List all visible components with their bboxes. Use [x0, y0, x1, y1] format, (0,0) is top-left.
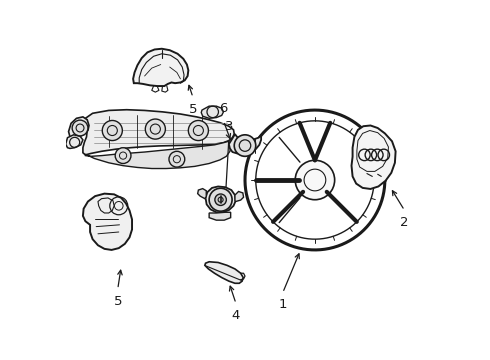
Polygon shape	[201, 106, 223, 118]
Text: 5: 5	[189, 103, 197, 116]
Text: 4: 4	[232, 309, 240, 322]
Text: 3: 3	[224, 120, 233, 134]
Text: 5: 5	[114, 295, 122, 308]
Polygon shape	[83, 194, 132, 250]
Polygon shape	[205, 262, 243, 283]
Polygon shape	[205, 186, 236, 212]
Text: 6: 6	[220, 103, 228, 116]
Text: 2: 2	[400, 216, 409, 229]
Polygon shape	[351, 126, 395, 189]
Polygon shape	[66, 135, 83, 148]
Polygon shape	[69, 117, 89, 138]
Circle shape	[215, 194, 226, 206]
Polygon shape	[209, 212, 231, 220]
Polygon shape	[133, 49, 188, 86]
Circle shape	[102, 121, 122, 140]
Polygon shape	[85, 141, 231, 168]
Polygon shape	[235, 192, 244, 202]
Circle shape	[234, 135, 256, 156]
Circle shape	[115, 148, 131, 163]
Polygon shape	[197, 189, 206, 199]
Polygon shape	[229, 134, 261, 153]
Text: 1: 1	[278, 298, 287, 311]
Circle shape	[209, 188, 232, 211]
Circle shape	[72, 120, 88, 136]
Circle shape	[146, 119, 166, 139]
Polygon shape	[83, 110, 234, 155]
Circle shape	[295, 160, 335, 200]
Circle shape	[169, 151, 185, 167]
Circle shape	[188, 121, 208, 140]
